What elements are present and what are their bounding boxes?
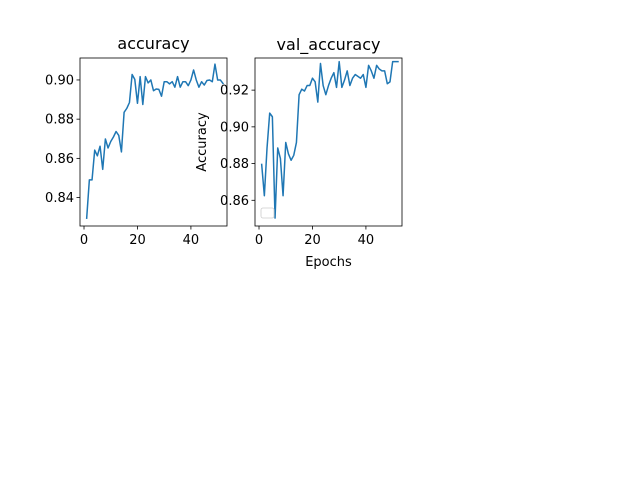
accuracy-x-tick-label: 0 bbox=[80, 233, 88, 248]
val-accuracy-y-tick-label: 0.92 bbox=[220, 84, 249, 99]
val-accuracy-x-tick-label: 40 bbox=[358, 233, 375, 248]
accuracy-y-tick-label: 0.84 bbox=[45, 191, 74, 206]
accuracy-y-tick-label: 0.88 bbox=[45, 113, 74, 128]
accuracy-series-line bbox=[85, 63, 225, 219]
accuracy-y-tick-label: 0.86 bbox=[45, 152, 74, 167]
val-accuracy-y-tick-label: 0.88 bbox=[220, 157, 249, 172]
val-accuracy-x-tick-label: 0 bbox=[255, 233, 263, 248]
val-accuracy-legend bbox=[260, 207, 275, 219]
val-accuracy-ticks: 0 20 40 0.86 0.88 0.90 0.92 bbox=[220, 84, 374, 248]
accuracy-axes-frame bbox=[79, 57, 228, 227]
val-accuracy-x-tick-label: 20 bbox=[304, 233, 321, 248]
accuracy-x-tick-label: 20 bbox=[129, 233, 146, 248]
val-accuracy-panel: val_accuracy 0 20 40 0.86 0.88 0.90 0.92 Epoch… bbox=[195, 35, 403, 270]
val-accuracy-axes-frame bbox=[254, 57, 403, 227]
val-accuracy-y-tick-label: 0.90 bbox=[220, 120, 249, 135]
val-accuracy-y-axis-label: Accuracy bbox=[195, 112, 210, 172]
accuracy-ticks: 0 20 40 0.84 0.86 0.88 0.90 bbox=[45, 73, 199, 248]
accuracy-panel: accuracy 0 20 40 0.84 0.86 0.88 0.90 bbox=[45, 34, 228, 248]
val-accuracy-series-line bbox=[260, 60, 399, 219]
val-accuracy-chart-title: val_accuracy bbox=[277, 35, 381, 55]
val-accuracy-x-axis-label: Epochs bbox=[305, 255, 352, 270]
accuracy-chart-title: accuracy bbox=[117, 34, 189, 53]
val-accuracy-y-tick-label: 0.86 bbox=[220, 194, 249, 209]
accuracy-x-tick-label: 40 bbox=[183, 233, 200, 248]
accuracy-y-tick-label: 0.90 bbox=[45, 73, 74, 88]
